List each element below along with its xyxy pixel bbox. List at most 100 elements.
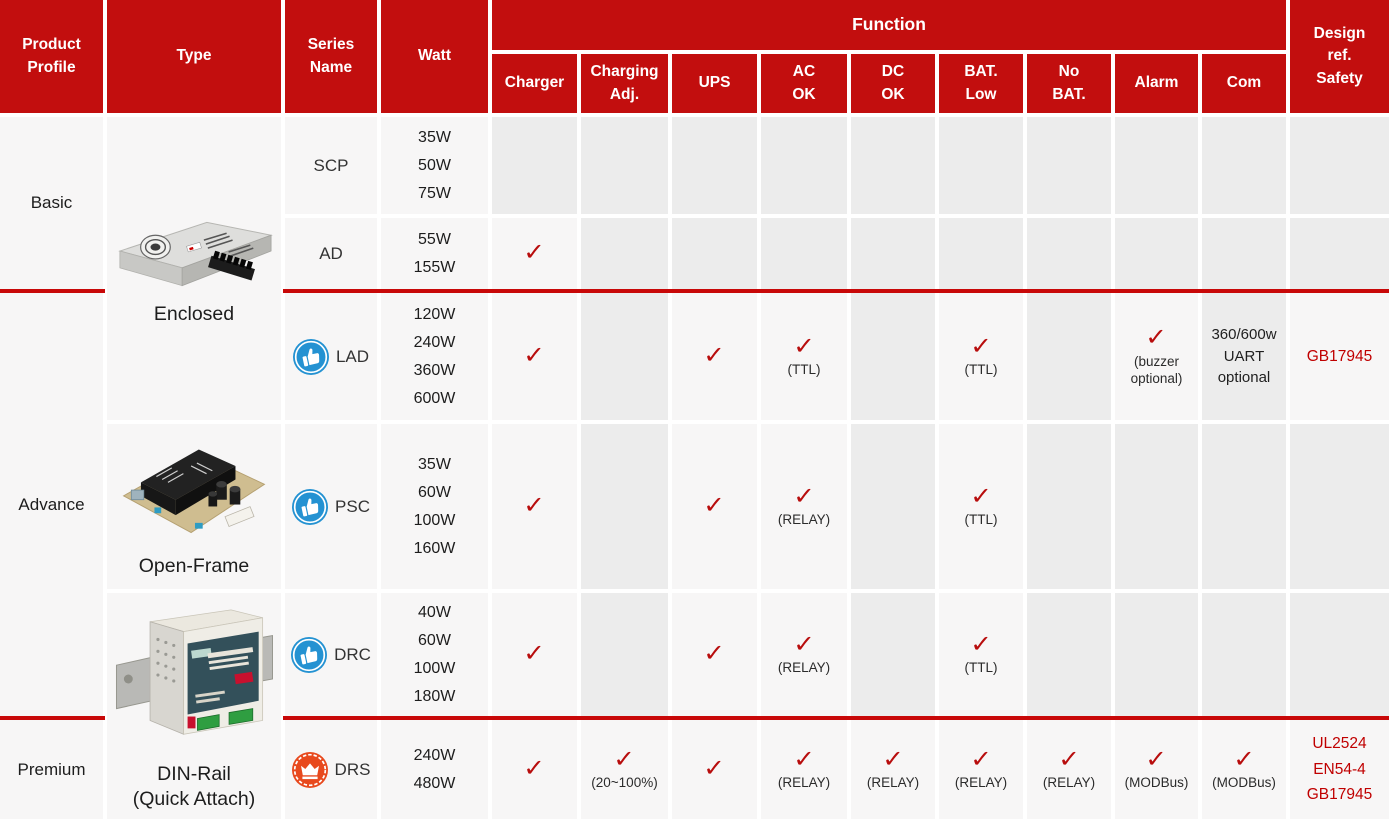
checkmark: ✓ [523, 640, 546, 668]
tier-divider-advance-premium-right [283, 716, 1389, 720]
cell-ad-safety [1290, 218, 1389, 289]
cell-drs-ups: ✓ [672, 720, 757, 819]
profile-basic: Basic [0, 117, 103, 289]
watt-drc: 40W 60W 100W 180W [381, 593, 488, 716]
cell-psc-bat-low: ✓ (TTL) [939, 424, 1023, 589]
cell-drc-dc-ok [851, 593, 935, 716]
cell-drc-ac-ok: ✓ (RELAY) [761, 593, 847, 716]
checkmark: ✓ [523, 342, 546, 370]
header-ac-ok: AC OK [761, 54, 847, 113]
checkmark: ✓ [703, 492, 726, 520]
cell-drs-alarm: ✓ (MODBus) [1115, 720, 1198, 819]
cell-drc-bat-low: ✓ (TTL) [939, 593, 1023, 716]
checkmark: ✓ [1233, 746, 1255, 774]
cell-drc-charger: ✓ [492, 593, 577, 716]
checkmark: ✓ [1145, 324, 1168, 352]
header-product-profile: Product Profile [0, 0, 103, 113]
cell-ad-bat-low [939, 218, 1023, 289]
checkmark: ✓ [613, 746, 636, 774]
checkmark: ✓ [703, 755, 726, 783]
type-open-frame: Open-Frame [107, 424, 281, 589]
thumbs-up-icon [292, 338, 329, 375]
cell-lad-dc-ok [851, 293, 935, 420]
header-no-bat: No BAT. [1027, 54, 1111, 113]
cell-lad-ups: ✓ [672, 293, 757, 420]
cell-drc-charging-adj [581, 593, 668, 716]
type-din-rail: DIN-Rail (Quick Attach) [107, 593, 281, 819]
checkmark: ✓ [970, 333, 992, 361]
type-enclosed: Enclosed [107, 117, 281, 420]
profile-premium: Premium [0, 720, 103, 819]
cell-scp-ups [672, 117, 757, 214]
header-type: Type [107, 0, 281, 113]
watt-drs: 240W 480W [381, 720, 488, 819]
series-scp: SCP [285, 117, 377, 214]
cell-psc-dc-ok [851, 424, 935, 589]
cell-scp-alarm [1115, 117, 1198, 214]
cell-psc-ups: ✓ [672, 424, 757, 589]
type-label: Enclosed [153, 302, 235, 325]
checkmark: ✓ [970, 631, 992, 659]
checkmark: ✓ [793, 483, 815, 511]
tier-divider-advance-premium-left [0, 716, 105, 720]
series-drs: DRS [285, 720, 377, 819]
cell-lad-bat-low: ✓ (TTL) [939, 293, 1023, 420]
type-label: Open-Frame [138, 554, 250, 577]
checkmark: ✓ [703, 342, 726, 370]
checkmark: ✓ [1145, 746, 1168, 774]
cell-ad-dc-ok [851, 218, 935, 289]
checkmark: ✓ [970, 746, 992, 774]
checkmark: ✓ [793, 746, 815, 774]
cell-drc-alarm [1115, 593, 1198, 716]
type-label: DIN-Rail (Quick Attach) [132, 762, 256, 810]
cell-drc-no-bat [1027, 593, 1111, 716]
header-com: Com [1202, 54, 1286, 113]
cell-drs-com: ✓ (MODBus) [1202, 720, 1286, 819]
cell-psc-safety [1290, 424, 1389, 589]
cell-drs-ac-ok: ✓ (RELAY) [761, 720, 847, 819]
header-dc-ok: DC OK [851, 54, 935, 113]
din-rail-power-supply-photo [112, 600, 276, 758]
cell-ad-charging-adj [581, 218, 668, 289]
open-frame-power-supply-photo [112, 434, 276, 550]
cell-scp-safety [1290, 117, 1389, 214]
header-alarm: Alarm [1115, 54, 1198, 113]
watt-scp: 35W 50W 75W [381, 117, 488, 214]
header-watt: Watt [381, 0, 488, 113]
cell-ad-charger: ✓ [492, 218, 577, 289]
cell-scp-charging-adj [581, 117, 668, 214]
checkmark: ✓ [703, 640, 726, 668]
header-design-ref-safety: Design ref. Safety [1290, 0, 1389, 113]
cell-drs-dc-ok: ✓ (RELAY) [851, 720, 935, 819]
checkmark: ✓ [793, 631, 815, 659]
cell-lad-ac-ok: ✓ (TTL) [761, 293, 847, 420]
series-ad: AD [285, 218, 377, 289]
cell-drs-safety: UL2524 EN54-4 GB17945 [1290, 720, 1389, 819]
cell-ad-ac-ok [761, 218, 847, 289]
thumbs-up-icon [291, 636, 328, 673]
cell-lad-safety: GB17945 [1290, 293, 1389, 420]
cell-psc-no-bat [1027, 424, 1111, 589]
watt-lad: 120W 240W 360W 600W [381, 293, 488, 420]
checkmark: ✓ [970, 483, 992, 511]
cell-lad-charging-adj [581, 293, 668, 420]
tier-divider-basic-advance-left [0, 289, 105, 293]
series-psc: PSC [285, 424, 377, 589]
checkmark: ✓ [793, 333, 815, 361]
checkmark: ✓ [1058, 746, 1080, 774]
cell-ad-ups [672, 218, 757, 289]
header-series-name: Series Name [285, 0, 377, 113]
cell-scp-bat-low [939, 117, 1023, 214]
cell-drs-charging-adj: ✓ (20~100%) [581, 720, 668, 819]
crown-icon [291, 751, 328, 788]
watt-ad: 55W 155W [381, 218, 488, 289]
header-ups: UPS [672, 54, 757, 113]
cell-drs-charger: ✓ [492, 720, 577, 819]
cell-lad-alarm: ✓ (buzzer optional) [1115, 293, 1198, 420]
cell-psc-charging-adj [581, 424, 668, 589]
checkmark: ✓ [523, 755, 546, 783]
cell-ad-com [1202, 218, 1286, 289]
cell-scp-no-bat [1027, 117, 1111, 214]
